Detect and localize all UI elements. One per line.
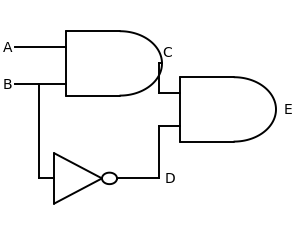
- Text: D: D: [165, 172, 176, 185]
- Text: C: C: [162, 46, 172, 60]
- Text: A: A: [2, 41, 12, 55]
- Text: B: B: [2, 78, 12, 92]
- Text: E: E: [284, 103, 292, 117]
